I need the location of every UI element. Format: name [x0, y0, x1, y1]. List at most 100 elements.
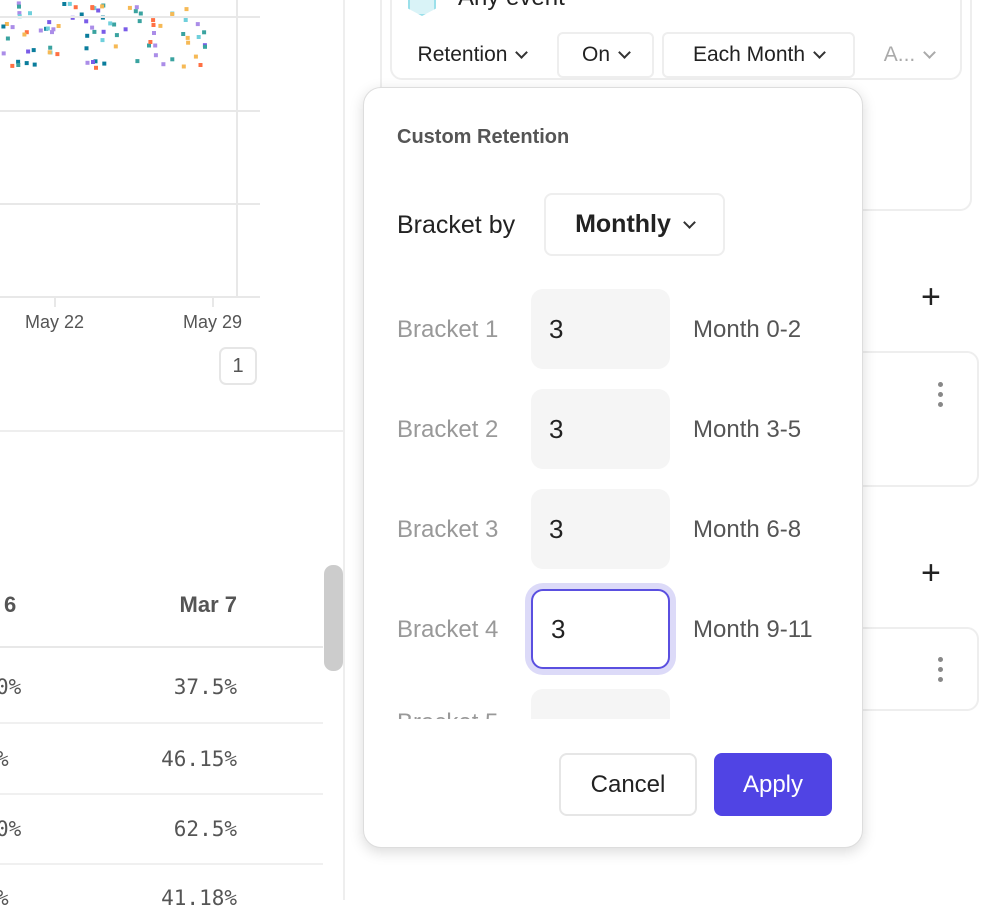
chevron-down-icon — [923, 46, 937, 59]
scatter-point — [26, 49, 31, 54]
scatter-point — [202, 30, 207, 35]
chevron-down-icon — [683, 215, 696, 229]
bracket-4-input[interactable] — [531, 589, 670, 669]
scatter-point — [4, 22, 9, 26]
scatter-point — [24, 30, 29, 35]
custom-retention-popup: Custom Retention Bracket by Monthly Brac… — [363, 87, 863, 848]
label: A... — [883, 43, 916, 66]
bracket-by-label: Bracket by — [397, 211, 516, 239]
cell: 46.15% — [161, 747, 237, 771]
x-tick-label: May 22 — [25, 312, 85, 332]
scatter-point — [56, 24, 61, 28]
scatter-point — [17, 11, 22, 16]
x-axis — [0, 296, 260, 298]
scatter-point — [16, 59, 21, 64]
gridline — [0, 110, 260, 112]
scatter-point — [152, 31, 156, 35]
cell: 37.5% — [173, 675, 237, 699]
scatter-point — [158, 23, 163, 28]
header-divider — [0, 646, 323, 648]
row-divider — [0, 722, 323, 724]
popup-title: Custom Retention — [397, 126, 570, 148]
more-options-icon[interactable] — [938, 657, 943, 682]
label: Each Month — [692, 43, 806, 66]
bracket-by-dropdown[interactable]: Monthly — [544, 193, 725, 256]
on-dropdown[interactable]: On — [557, 32, 654, 78]
bracket-range: Month 6-8 — [693, 516, 802, 543]
more-options-icon[interactable] — [938, 382, 943, 407]
scatter-point — [16, 63, 21, 67]
scatter-point — [85, 60, 90, 65]
scatter-point — [170, 12, 175, 17]
scatter-point — [100, 4, 105, 9]
scatter-point — [108, 21, 113, 26]
cell: 62.5% — [173, 817, 237, 841]
scatter-point — [5, 36, 10, 41]
tick-mark — [54, 297, 56, 307]
scatter-point — [183, 18, 188, 22]
cell: 0% — [0, 817, 22, 841]
scatter-point — [184, 7, 189, 12]
divider — [0, 430, 343, 432]
extra-dropdown[interactable]: A... — [864, 32, 954, 78]
each-month-dropdown[interactable]: Each Month — [662, 32, 855, 78]
cancel-button[interactable]: Cancel — [559, 753, 697, 816]
scatter-point — [196, 35, 201, 39]
x-tick-label: May 29 — [183, 312, 243, 332]
bracket-5-input[interactable] — [531, 689, 670, 719]
label: Monthly — [575, 210, 671, 238]
scatter-point — [134, 5, 139, 10]
scatter-point — [195, 22, 200, 27]
apply-button[interactable]: Apply — [714, 753, 832, 816]
scatter-point — [133, 9, 138, 14]
scatter-point — [22, 32, 27, 37]
scrollbar-thumb[interactable] — [324, 565, 343, 671]
tick-mark — [212, 297, 214, 307]
bracket-label: Bracket 1 — [397, 316, 499, 343]
scatter-point — [153, 53, 158, 58]
scatter-dots — [1, 1, 207, 70]
scatter-point — [17, 4, 21, 9]
bracket-list: Bracket 1 Month 0-2 Bracket 2 Month 3-5 … — [364, 283, 862, 719]
scatter-point — [51, 27, 56, 32]
item-card — [840, 627, 979, 711]
scatter-point — [67, 1, 72, 6]
scatter-point — [114, 33, 119, 38]
scatter-point — [47, 20, 52, 25]
scatter-point — [137, 19, 142, 24]
event-name[interactable]: Any event — [458, 0, 565, 12]
retention-dropdown[interactable]: Retention — [396, 32, 548, 78]
scatter-point — [127, 5, 132, 10]
page-button[interactable]: 1 — [219, 347, 257, 385]
column-header: Mar 7 — [179, 592, 237, 617]
scatter-point — [96, 8, 101, 13]
label: On — [581, 43, 610, 66]
scatter-point — [153, 43, 158, 48]
row-divider — [0, 863, 323, 865]
scatter-point — [198, 63, 203, 67]
bracket-1-input[interactable] — [531, 289, 670, 369]
gridline — [0, 16, 260, 18]
plus-icon[interactable]: + — [921, 278, 941, 316]
scatter-point — [90, 25, 95, 30]
scatter-point — [181, 32, 186, 36]
cell: 0% — [0, 675, 22, 699]
scatter-point — [92, 29, 97, 34]
plus-icon[interactable]: + — [921, 554, 941, 592]
scatter-point — [84, 19, 89, 24]
scatter-point — [203, 44, 207, 49]
scatter-point — [1, 24, 6, 29]
scatter-point — [45, 26, 50, 31]
scatter-point — [62, 2, 67, 6]
scatter-point — [91, 60, 95, 64]
bracket-3-input[interactable] — [531, 489, 670, 569]
scatter-point — [186, 40, 191, 45]
scatter-point — [112, 22, 117, 27]
scatter-point — [138, 11, 143, 16]
scatter-point — [102, 61, 107, 66]
row-divider — [0, 793, 323, 795]
bracket-label: Bracket 5 — [397, 709, 498, 719]
cell: % — [0, 747, 9, 771]
bracket-2-input[interactable] — [531, 389, 670, 469]
item-card — [840, 351, 979, 487]
